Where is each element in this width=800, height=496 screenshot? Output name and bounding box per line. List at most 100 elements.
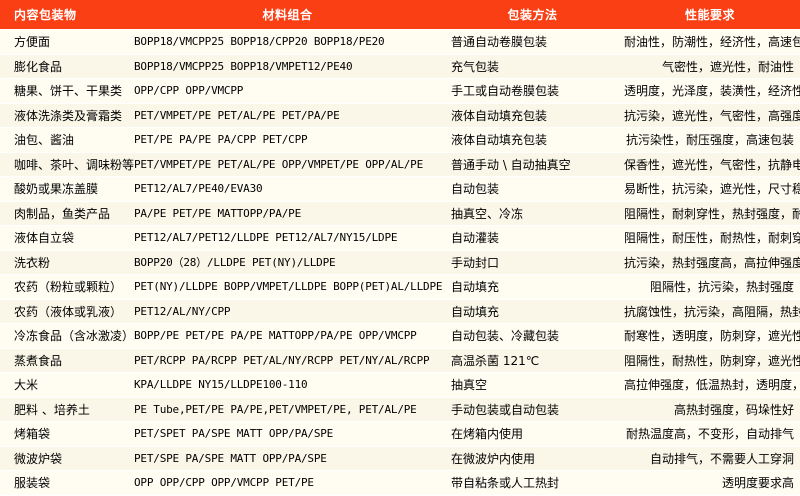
- cell-method: 普通手动 \ 自动抽真空: [445, 151, 620, 177]
- cell-performance: 抗污染性，耐压强度，高速包装: [620, 127, 800, 153]
- cell-material: PET/SPET PA/SPE MATT OPP/PA/SPE: [130, 421, 445, 447]
- table-row: 方便面 BOPP18/VMCPP25 BOPP18/CPP20 BOPP18/PE…: [0, 29, 800, 55]
- cell-performance: 耐油性，防潮性，经济性，高速包装: [620, 29, 800, 55]
- table-row: 大米 KPA/LLDPE NY15/LLDPE100-110 抽真空 高拉伸强度，低温…: [0, 372, 800, 398]
- cell-material: BOPP/PE PET/PE PA/PE MATTOPP/PA/PE OPP/V…: [130, 323, 445, 349]
- cell-performance: 阻隔性，抗污染，热封强度: [620, 274, 800, 300]
- cell-performance: 抗污染，遮光性，气密性，高强度: [620, 102, 800, 128]
- cell-performance: 抗污染，热封强度高，高拉伸强度: [620, 249, 800, 275]
- column-header-performance: 性能要求: [620, 0, 800, 30]
- table-row: 冷冻食品（含冰激凌） BOPP/PE PET/PE PA/PE MATTOPP/P…: [0, 323, 800, 349]
- table-row: 服装袋 OPP OPP/CPP OPP/VMCPP PET/PE 带自粘条或人工热封…: [0, 470, 800, 496]
- cell-content: 农药（粉粒或颗粒）: [0, 274, 130, 300]
- table-row: 肉制品，鱼类产品 PA/PE PET/PE MATTOPP/PA/PE 抽真空、冷冻…: [0, 200, 800, 226]
- cell-method: 自动填充: [445, 274, 620, 300]
- cell-method: 充气包装: [445, 53, 620, 79]
- cell-material: PE Tube,PET/PE PA/PE,PET/VMPET/PE, PET/A…: [130, 396, 445, 422]
- cell-performance: 阻隔性，耐刺穿性，热封强度，耐热性: [620, 200, 800, 226]
- cell-method: 自动灌装: [445, 225, 620, 251]
- cell-method: 手工或自动卷膜包装: [445, 78, 620, 104]
- cell-content: 大米: [0, 372, 130, 398]
- cell-material: PET(NY)/LLDPE BOPP/VMPET/LLDPE BOPP(PET)…: [130, 274, 445, 300]
- cell-material: OPP/CPP OPP/VMCPP: [130, 78, 445, 104]
- cell-method: 在烤箱内使用: [445, 421, 620, 447]
- cell-content: 糖果、饼干、干果类: [0, 78, 130, 104]
- cell-material: KPA/LLDPE NY15/LLDPE100-110: [130, 372, 445, 398]
- cell-material: PET/VMPET/PE PET/AL/PE PET/PA/PE: [130, 102, 445, 128]
- table-row: 微波炉袋 PET/SPE PA/SPE MATT OPP/PA/SPE 在微波炉内使…: [0, 445, 800, 471]
- column-header-method: 包装方法: [445, 0, 620, 30]
- cell-content: 油包、酱油: [0, 127, 130, 153]
- cell-performance: 阻隔性，耐热性，防刺穿，遮光性: [620, 347, 800, 373]
- cell-performance: 透明度，光泽度，装潢性，经济性: [620, 78, 800, 104]
- cell-performance: 易断性，抗污染，遮光性，尺寸稳定: [620, 176, 800, 202]
- table-body: 方便面 BOPP18/VMCPP25 BOPP18/CPP20 BOPP18/PE…: [0, 29, 800, 496]
- cell-material: PET/VMPET/PE PET/AL/PE OPP/VMPET/PE OPP/…: [130, 151, 445, 177]
- table-row: 糖果、饼干、干果类 OPP/CPP OPP/VMCPP 手工或自动卷膜包装 透明度，光…: [0, 78, 800, 104]
- cell-method: 抽真空、冷冻: [445, 200, 620, 226]
- cell-content: 蒸煮食品: [0, 347, 130, 373]
- cell-content: 微波炉袋: [0, 445, 130, 471]
- cell-material: BOPP18/VMCPP25 BOPP18/VMPET12/PE40: [130, 53, 445, 79]
- table-header-row: 内容包装物 材料组合 包装方法 性能要求: [0, 0, 800, 30]
- table-row: 膨化食品 BOPP18/VMCPP25 BOPP18/VMPET12/PE40 充气…: [0, 53, 800, 79]
- cell-method: 自动填充: [445, 298, 620, 324]
- cell-performance: 耐寒性，透明度，防刺穿，遮光性: [620, 323, 800, 349]
- cell-method: 带自粘条或人工热封: [445, 470, 620, 496]
- cell-content: 方便面: [0, 29, 130, 55]
- cell-content: 农药（液体或乳液）: [0, 298, 130, 324]
- table-row: 农药（粉粒或颗粒） PET(NY)/LLDPE BOPP/VMPET/LLDPE …: [0, 274, 800, 300]
- cell-content: 服装袋: [0, 470, 130, 496]
- cell-performance: 高拉伸强度，低温热封，透明度，手挽强度高: [620, 372, 800, 398]
- cell-performance: 耐热温度高，不变形，自动排气: [620, 421, 800, 447]
- table-row: 农药（液体或乳液） PET12/AL/NY/CPP 自动填充 抗腐蚀性，抗污染，高阻隔…: [0, 298, 800, 324]
- table-row: 洗衣粉 BOPP20（28）/LLDPE PET(NY)/LLDPE 手动封口 抗污染…: [0, 249, 800, 275]
- cell-content: 肥料 、培养土: [0, 396, 130, 422]
- cell-content: 酸奶或果冻盖膜: [0, 176, 130, 202]
- cell-performance: 高热封强度，码垛性好: [620, 396, 800, 422]
- cell-method: 抽真空: [445, 372, 620, 398]
- cell-method: 高温杀菌 121℃: [445, 347, 620, 373]
- cell-material: OPP OPP/CPP OPP/VMCPP PET/PE: [130, 470, 445, 496]
- cell-performance: 透明度要求高: [620, 470, 800, 496]
- cell-material: PET/SPE PA/SPE MATT OPP/PA/SPE: [130, 445, 445, 471]
- cell-material: PET/RCPP PA/RCPP PET/AL/NY/RCPP PET/NY/A…: [130, 347, 445, 373]
- cell-performance: 自动排气，不需要人工穿洞: [620, 445, 800, 471]
- cell-method: 在微波炉内使用: [445, 445, 620, 471]
- table-row: 液体自立袋 PET12/AL7/PET12/LLDPE PET12/AL7/NY1…: [0, 225, 800, 251]
- cell-performance: 保香性，遮光性，气密性，抗静电: [620, 151, 800, 177]
- cell-material: PET12/AL/NY/CPP: [130, 298, 445, 324]
- cell-material: BOPP20（28）/LLDPE PET(NY)/LLDPE: [130, 249, 445, 275]
- cell-material: PA/PE PET/PE MATTOPP/PA/PE: [130, 200, 445, 226]
- cell-material: BOPP18/VMCPP25 BOPP18/CPP20 BOPP18/PE20: [130, 29, 445, 55]
- cell-performance: 阻隔性，耐压性，耐热性，耐刺穿，抗污染: [620, 225, 800, 251]
- table-row: 酸奶或果冻盖膜 PET12/AL7/PE40/EVA30 自动包装 易断性，抗污染，遮…: [0, 176, 800, 202]
- table-row: 烤箱袋 PET/SPET PA/SPE MATT OPP/PA/SPE 在烤箱内使用…: [0, 421, 800, 447]
- cell-material: PET/PE PA/PE PA/CPP PET/CPP: [130, 127, 445, 153]
- table-row: 肥料 、培养土 PE Tube,PET/PE PA/PE,PET/VMPET/PE…: [0, 396, 800, 422]
- cell-method: 手动包装或自动包装: [445, 396, 620, 422]
- table-row: 蒸煮食品 PET/RCPP PA/RCPP PET/AL/NY/RCPP PET/…: [0, 347, 800, 373]
- table-row: 液体洗涤类及膏霜类 PET/VMPET/PE PET/AL/PE PET/PA/P…: [0, 102, 800, 128]
- cell-method: 普通自动卷膜包装: [445, 29, 620, 55]
- cell-content: 冷冻食品（含冰激凌）: [0, 323, 134, 349]
- cell-performance: 气密性，遮光性，耐油性: [620, 53, 800, 79]
- table-row: 咖啡、茶叶、调味粉等 PET/VMPET/PE PET/AL/PE OPP/VMP…: [0, 151, 800, 177]
- table-row: 油包、酱油 PET/PE PA/PE PA/CPP PET/CPP 液体自动填充包装…: [0, 127, 800, 153]
- cell-performance: 抗腐蚀性，抗污染，高阻隔，热封强度: [620, 298, 800, 324]
- cell-method: 液体自动填充包装: [445, 102, 620, 128]
- cell-content: 烤箱袋: [0, 421, 130, 447]
- column-header-content: 内容包装物: [0, 0, 130, 30]
- table-header: 内容包装物 材料组合 包装方法 性能要求: [0, 0, 800, 30]
- cell-method: 液体自动填充包装: [445, 127, 620, 153]
- cell-material: PET12/AL7/PE40/EVA30: [130, 176, 445, 202]
- cell-method: 手动封口: [445, 249, 620, 275]
- cell-content: 液体自立袋: [0, 225, 130, 251]
- cell-content: 洗衣粉: [0, 249, 130, 275]
- cell-content: 膨化食品: [0, 53, 130, 79]
- cell-method: 自动包装: [445, 176, 620, 202]
- column-header-material: 材料组合: [130, 0, 445, 30]
- cell-content: 液体洗涤类及膏霜类: [0, 102, 130, 128]
- cell-content: 肉制品，鱼类产品: [0, 200, 130, 226]
